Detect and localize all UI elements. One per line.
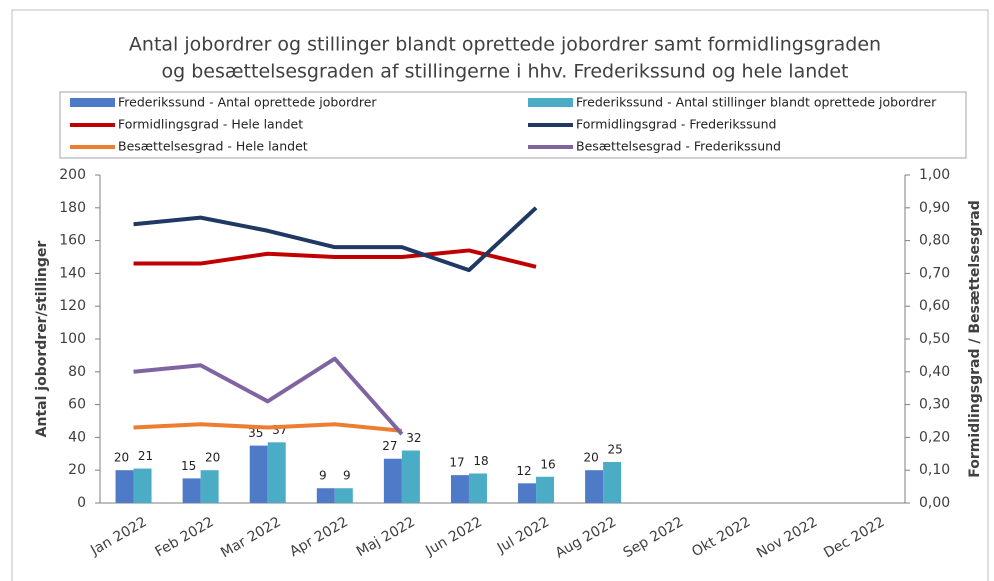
bar: [401, 450, 420, 503]
y-tick-label: 0: [77, 495, 86, 511]
legend-label: Formidlingsgrad - Frederikssund: [576, 117, 776, 132]
value-label: 20: [114, 451, 129, 465]
bar: [200, 470, 219, 503]
bar: [182, 478, 201, 503]
legend-label: Besættelsesgrad - Frederikssund: [576, 139, 781, 154]
value-label: 20: [205, 451, 220, 465]
y2-tick-label: 0,60: [919, 298, 950, 314]
bar: [450, 475, 469, 503]
bar: [133, 468, 152, 503]
value-label: 32: [406, 431, 421, 445]
value-label: 17: [449, 456, 464, 470]
legend-label: Besættelsesgrad - Hele landet: [118, 139, 308, 154]
y-tick-label: 40: [68, 429, 86, 445]
y2-tick-label: 0,20: [919, 429, 950, 445]
bar: [536, 476, 555, 503]
bar: [334, 488, 353, 503]
bar: [115, 470, 134, 503]
line: [133, 248, 537, 269]
legend-label: Frederikssund - Antal oprettede jobordre…: [118, 95, 377, 110]
legend-swatch: [528, 98, 573, 107]
y-tick-label: 20: [68, 462, 86, 478]
line: [133, 356, 404, 436]
y2-tick-label: 0,40: [919, 364, 950, 380]
legend-label: Formidlingsgrad - Hele landet: [118, 117, 303, 132]
bar: [249, 445, 268, 503]
y2-tick-label: 0,90: [919, 200, 950, 216]
line: [133, 206, 538, 273]
value-label: 20: [583, 451, 598, 465]
y2-tick-label: 0,00: [919, 495, 950, 511]
value-label: 9: [343, 469, 351, 483]
y2-tick-label: 1,00: [919, 167, 950, 183]
bar: [383, 458, 402, 503]
chart-frame: [11, 9, 989, 581]
value-label: 12: [516, 464, 531, 478]
y2-tick-label: 0,30: [919, 397, 950, 413]
y-tick-label: 160: [59, 233, 86, 249]
value-label: 35: [248, 426, 263, 440]
y-axis-label: Antal jobordrer/stillinger: [34, 241, 50, 438]
y-tick-label: 100: [59, 331, 86, 347]
y-tick-label: 60: [68, 397, 86, 413]
y2-tick-label: 0,50: [919, 331, 950, 347]
value-label: 18: [473, 454, 488, 468]
y2-tick-label: 0,80: [919, 233, 950, 249]
bar: [518, 483, 537, 503]
chart-title: Antal jobordrer og stillinger blandt opr…: [129, 34, 881, 56]
bar: [603, 462, 622, 503]
legend-swatch: [70, 98, 115, 107]
value-label: 27: [382, 439, 397, 453]
y-tick-label: 80: [68, 364, 86, 380]
y-tick-label: 200: [59, 167, 86, 183]
y2-tick-label: 0,70: [919, 265, 950, 281]
chart-title: og besættelsesgraden af stillingerne i h…: [162, 61, 849, 83]
legend-label: Frederikssund - Antal stillinger blandt …: [576, 95, 937, 110]
y-tick-label: 120: [59, 298, 86, 314]
value-label: 15: [181, 459, 196, 473]
value-label: 21: [138, 449, 153, 463]
value-label: 9: [319, 469, 327, 483]
y-tick-label: 140: [59, 265, 86, 281]
bar: [267, 442, 286, 503]
value-label: 25: [607, 443, 622, 457]
bar: [468, 473, 487, 503]
line: [133, 422, 403, 433]
bar: [585, 470, 604, 503]
y2-tick-label: 0,10: [919, 462, 950, 478]
bar: [316, 488, 335, 503]
y-tick-label: 180: [59, 200, 86, 216]
legend-box: [59, 91, 967, 159]
y2-axis-label: Formidlingsgrad / Besættelsesgrad: [967, 200, 983, 478]
value-label: 16: [540, 457, 555, 471]
